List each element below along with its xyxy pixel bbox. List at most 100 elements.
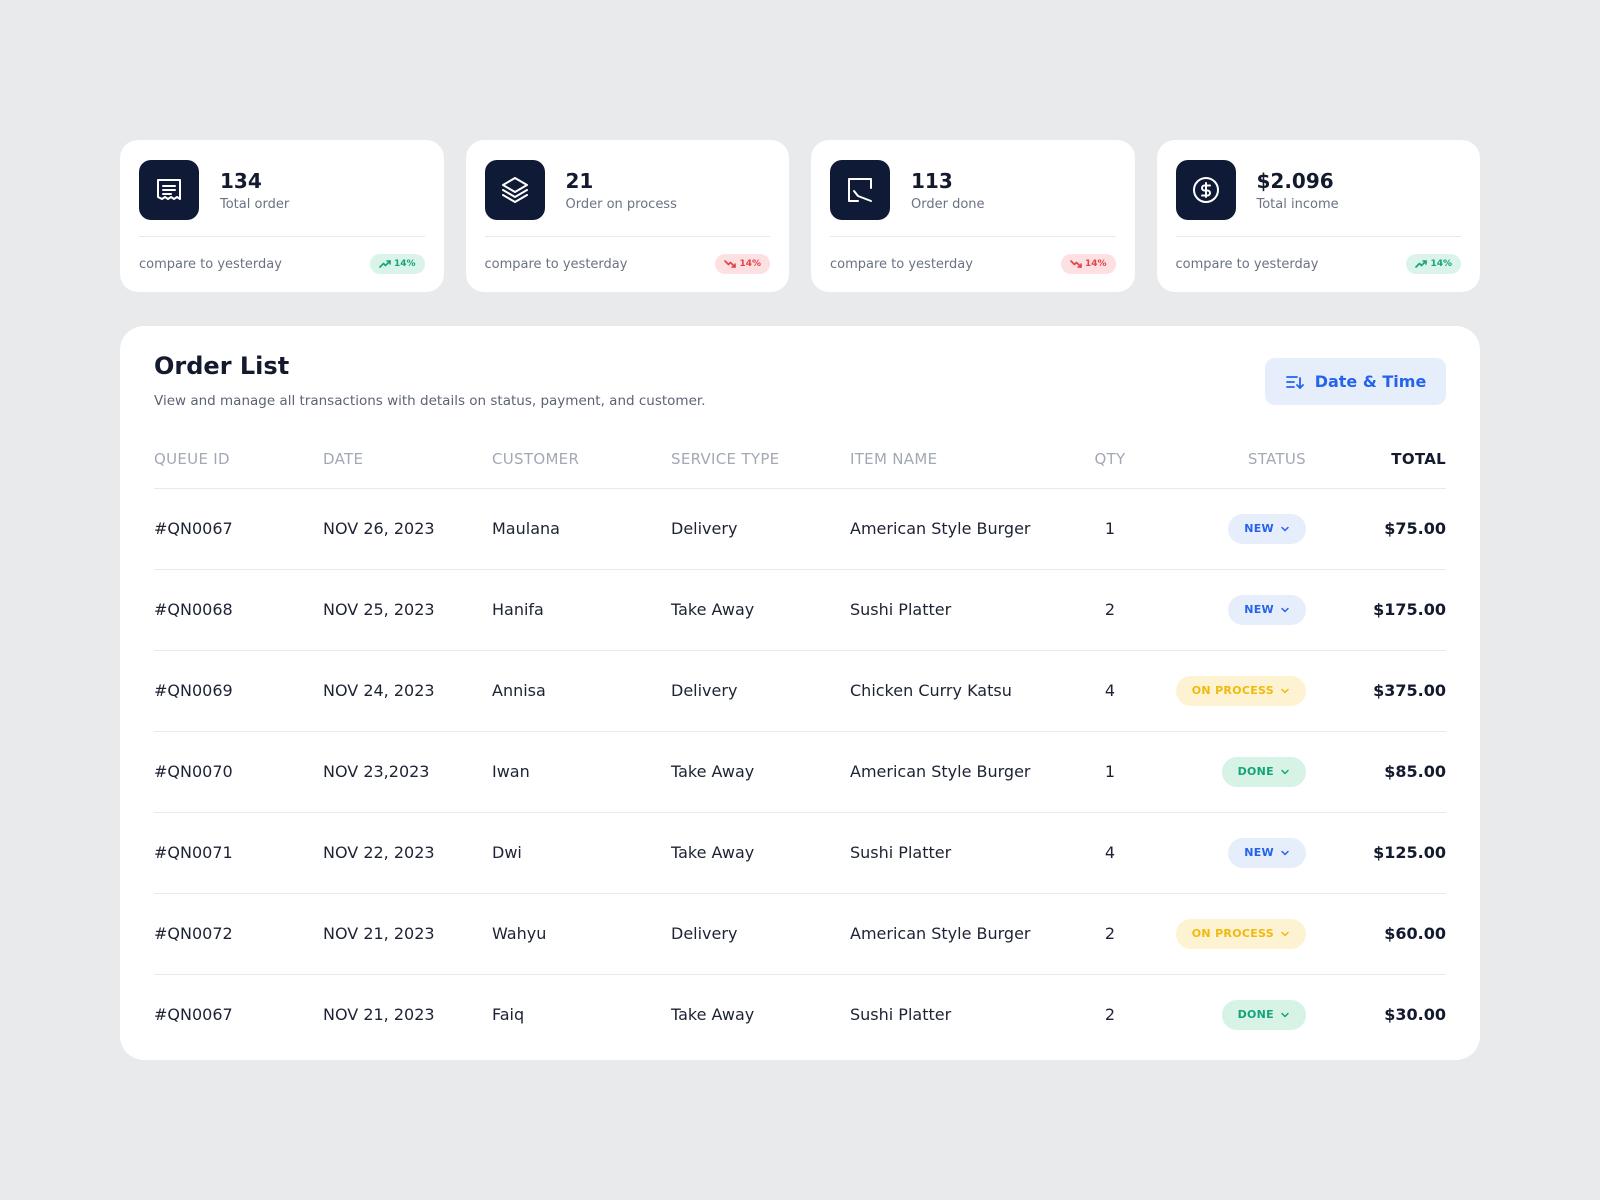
date-time-sort-button[interactable]: Date & Time	[1265, 358, 1446, 405]
divider	[1175, 236, 1461, 237]
trend-badge: 14%	[715, 254, 770, 274]
status-dropdown[interactable]: DONE	[1221, 756, 1306, 787]
total-cell: $175.00	[1306, 569, 1446, 651]
table-row[interactable]: #QN0072 NOV 21, 2023 Wahyu Delivery American…	[154, 893, 1446, 975]
queue-id-cell: #QN0070	[154, 731, 323, 813]
item-name-cell: Sushi Platter	[850, 1005, 952, 1025]
stat-label: Order done	[911, 196, 985, 212]
stat-card-total-income: $2.096 Total income compare to yesterday…	[1156, 140, 1480, 292]
queue-id-cell: #QN0068	[154, 569, 323, 651]
status-dropdown[interactable]: NEW	[1228, 837, 1306, 868]
status-label: ON PROCESS	[1191, 684, 1274, 697]
item-name-cell: American Style Burger	[850, 893, 1060, 975]
qty-cell: 4	[1060, 650, 1160, 732]
status-dropdown[interactable]: NEW	[1228, 513, 1306, 544]
divider	[139, 236, 425, 237]
table-row[interactable]: #QN0067 NOV 26, 2023 Maulana Delivery Americ…	[154, 488, 1446, 570]
status-label: NEW	[1244, 603, 1274, 616]
divider	[830, 236, 1116, 237]
order-table: QUEUE ID DATE CUSTOMER SERVICE TYPE ITEM…	[154, 430, 1446, 1055]
trend-value: 14%	[1430, 259, 1452, 269]
qty-cell: 1	[1060, 488, 1160, 570]
date-time-button-label: Date & Time	[1314, 372, 1427, 391]
trend-value: 14%	[739, 259, 761, 269]
customer-cell: Faiq	[492, 1005, 525, 1025]
service-type-cell: Delivery	[671, 650, 850, 732]
table-row[interactable]: #QN0068 NOV 25, 2023 Hanifa Take Away Sushi …	[154, 569, 1446, 651]
table-row[interactable]: #QN0070 NOV 23,2023 Iwan Take Away American …	[154, 731, 1446, 813]
service-type-cell: Take Away	[671, 1005, 755, 1025]
stat-card-order-on-process: 21 Order on process compare to yesterday…	[465, 140, 789, 292]
status-cell: ON PROCESS	[1160, 893, 1306, 975]
trend-badge: 14%	[369, 254, 425, 274]
column-header-qty[interactable]: QTY	[1060, 430, 1160, 489]
stat-compare-text: compare to yesterday	[830, 256, 973, 272]
stat-value: 113	[911, 168, 953, 193]
date-cell: NOV 24, 2023	[323, 650, 492, 732]
sort-icon	[1285, 375, 1304, 389]
qty-cell: 2	[1060, 893, 1160, 975]
trend-down-icon	[1070, 260, 1082, 268]
column-header-status[interactable]: STATUS	[1160, 430, 1306, 489]
status-cell: DONE	[1160, 731, 1306, 813]
stat-compare-text: compare to yesterday	[139, 256, 282, 272]
trend-badge: 14%	[1060, 254, 1116, 274]
table-row[interactable]: #QN0071 NOV 22, 2023 Dwi Take Away Sushi Pla…	[154, 812, 1446, 894]
customer-cell: Maulana	[492, 488, 671, 570]
customer-cell: Wahyu	[492, 893, 671, 975]
column-header-customer[interactable]: CUSTOMER	[492, 430, 671, 489]
column-header-date[interactable]: DATE	[323, 430, 492, 489]
service-type-cell: Take Away	[671, 731, 850, 813]
date-cell: NOV 22, 2023	[323, 812, 492, 894]
dollar-icon	[1175, 160, 1236, 220]
trend-up-icon	[1415, 260, 1428, 268]
queue-id-cell: #QN0071	[154, 812, 323, 894]
service-type-cell: Take Away	[671, 812, 850, 894]
chevron-down-icon	[1281, 931, 1289, 936]
stat-value: $2.096	[1256, 168, 1334, 193]
total-cell: $30.00	[1384, 1005, 1446, 1025]
customer-cell: Hanifa	[492, 569, 671, 651]
table-row[interactable]: #QN0067 NOV 21, 2023 Faiq Take Away Sushi Pl…	[154, 974, 1446, 1055]
column-header-item-name[interactable]: ITEM NAME	[850, 430, 1060, 489]
order-list-panel: Order List View and manage all transacti…	[120, 326, 1480, 1060]
date-cell: NOV 25, 2023	[323, 569, 492, 651]
qty-cell: 2	[1060, 569, 1160, 651]
trend-badge: 14%	[1406, 254, 1461, 274]
status-cell: NEW	[1160, 812, 1306, 894]
status-dropdown[interactable]: DONE	[1221, 999, 1306, 1030]
stat-value: 21	[565, 168, 594, 193]
checkbox-icon	[830, 160, 890, 220]
table-header-row: QUEUE ID DATE CUSTOMER SERVICE TYPE ITEM…	[154, 430, 1446, 489]
stat-label: Total income	[1256, 196, 1339, 212]
stat-value: 134	[220, 168, 262, 193]
chevron-down-icon	[1281, 850, 1289, 855]
queue-id-cell: #QN0067	[154, 1005, 233, 1025]
stat-label: Total order	[220, 196, 290, 212]
customer-cell: Annisa	[492, 650, 671, 732]
stat-compare-text: compare to yesterday	[1175, 256, 1319, 272]
page-subtitle: View and manage all transactions with de…	[154, 393, 706, 409]
qty-cell: 1	[1060, 731, 1160, 813]
trend-value: 14%	[393, 259, 416, 269]
queue-id-cell: #QN0072	[154, 893, 323, 975]
status-dropdown[interactable]: ON PROCESS	[1175, 675, 1306, 706]
date-cell: NOV 23,2023	[323, 731, 492, 813]
status-dropdown[interactable]: ON PROCESS	[1175, 918, 1306, 949]
item-name-cell: Sushi Platter	[850, 812, 1060, 894]
table-row[interactable]: #QN0069 NOV 24, 2023 Annisa Delivery Chicken…	[154, 650, 1446, 732]
receipt-icon	[139, 160, 199, 220]
qty-cell: 2	[1104, 1005, 1116, 1025]
divider	[484, 236, 770, 237]
status-label: NEW	[1244, 846, 1274, 859]
total-cell: $375.00	[1306, 650, 1446, 732]
customer-cell: Iwan	[492, 731, 671, 813]
item-name-cell: Chicken Curry Katsu	[850, 650, 1060, 732]
status-cell: ON PROCESS	[1160, 650, 1306, 732]
status-dropdown[interactable]: NEW	[1228, 594, 1306, 625]
column-header-total[interactable]: TOTAL	[1306, 430, 1446, 489]
column-header-service-type[interactable]: SERVICE TYPE	[671, 430, 850, 489]
stat-compare-text: compare to yesterday	[484, 256, 628, 272]
column-header-queue-id[interactable]: QUEUE ID	[154, 430, 323, 489]
status-label: DONE	[1237, 765, 1274, 778]
